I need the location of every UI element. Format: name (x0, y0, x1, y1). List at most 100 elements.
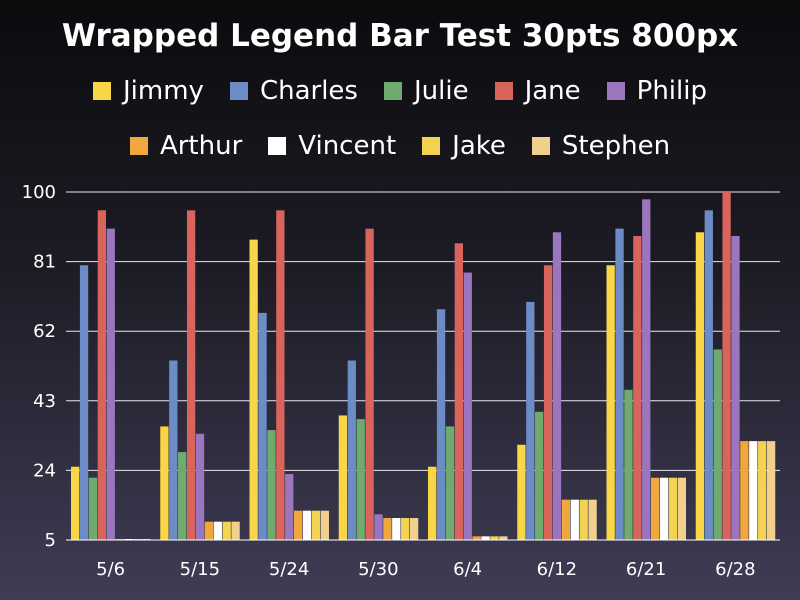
bar-vincent-5-24[interactable] (302, 510, 312, 540)
bar-jimmy-5-30[interactable] (338, 415, 348, 540)
legend-item-philip[interactable]: Philip (606, 76, 707, 106)
bar-jimmy-5-24[interactable] (249, 239, 258, 541)
legend-item-jake[interactable]: Jake (422, 131, 506, 161)
bar-arthur-6-12[interactable] (561, 499, 571, 540)
legend-row-2: Arthur Vincent Jake Stephen (0, 131, 800, 161)
legend-item-julie[interactable]: Julie (383, 76, 469, 106)
bar-philip-5-30[interactable] (374, 514, 383, 540)
bar-jake-6-28[interactable] (758, 441, 767, 540)
x-tick-label: 6/21 (626, 559, 666, 580)
legend-label-jane: Jane (524, 76, 581, 106)
bar-stephen-6-28[interactable] (766, 441, 776, 540)
legend-label-arthur: Arthur (159, 131, 243, 161)
bar-jake-5-15[interactable] (222, 521, 231, 540)
bar-stephen-6-12[interactable] (588, 499, 597, 540)
legend-item-arthur[interactable]: Arthur (129, 131, 243, 161)
legend-swatch-vincent (268, 137, 287, 155)
x-tick-label: 6/4 (453, 559, 482, 580)
legend-label-charles: Charles (259, 76, 358, 106)
bar-charles-5-24[interactable] (258, 312, 267, 540)
legend-item-stephen[interactable]: Stephen (531, 131, 670, 161)
bar-jimmy-6-4[interactable] (428, 466, 437, 540)
legend-swatch-arthur (129, 137, 148, 155)
bar-jane-6-12[interactable] (543, 265, 553, 540)
bar-charles-6-4[interactable] (436, 309, 446, 540)
bar-jane-6-21[interactable] (633, 235, 642, 541)
bar-philip-5-24[interactable] (285, 474, 294, 540)
legend-row-1: Jimmy Charles Julie Jane Philip (0, 76, 800, 106)
legend-item-charles[interactable]: Charles (229, 76, 358, 106)
bar-jake-5-24[interactable] (311, 510, 321, 540)
bar-julie-6-12[interactable] (535, 411, 544, 540)
bar-stephen-6-4[interactable] (499, 536, 508, 540)
legend-item-vincent[interactable]: Vincent (268, 131, 396, 161)
bar-julie-5-30[interactable] (356, 419, 365, 540)
legend-label-jimmy: Jimmy (123, 76, 204, 106)
legend-swatch-jimmy (93, 82, 111, 100)
bar-arthur-5-24[interactable] (294, 510, 303, 540)
bar-jane-5-6[interactable] (97, 210, 106, 540)
legend-swatch-stephen (531, 137, 550, 155)
bar-charles-5-30[interactable] (347, 360, 356, 540)
bar-philip-6-4[interactable] (463, 272, 472, 540)
bar-charles-6-21[interactable] (615, 228, 624, 540)
bar-jake-6-12[interactable] (579, 499, 588, 540)
bar-julie-6-21[interactable] (624, 389, 633, 540)
legend-label-jake: Jake (452, 131, 506, 161)
bar-jane-6-4[interactable] (454, 243, 463, 540)
bar-stephen-6-21[interactable] (677, 477, 686, 540)
bar-julie-6-4[interactable] (445, 426, 455, 540)
bar-jane-5-24[interactable] (276, 210, 285, 540)
legend-swatch-julie (383, 82, 402, 100)
bar-jake-6-4[interactable] (490, 536, 499, 540)
bar-vincent-6-12[interactable] (570, 499, 579, 540)
legend-item-jimmy[interactable]: Jimmy (93, 76, 204, 106)
bar-charles-6-12[interactable] (526, 301, 535, 540)
legend-swatch-jane (494, 82, 513, 100)
bar-philip-5-15[interactable] (195, 433, 205, 540)
bar-arthur-5-15[interactable] (204, 521, 214, 540)
bar-julie-5-15[interactable] (178, 452, 187, 540)
bar-philip-5-6[interactable] (106, 228, 115, 540)
bar-jane-5-15[interactable] (186, 210, 196, 540)
legend-item-jane[interactable]: Jane (494, 76, 581, 106)
bar-vincent-6-21[interactable] (659, 477, 669, 540)
bar-philip-6-12[interactable] (552, 232, 562, 540)
bar-vincent-6-28[interactable] (749, 441, 758, 540)
bar-jimmy-5-15[interactable] (160, 426, 169, 540)
legend-swatch-jake (422, 137, 441, 155)
bar-charles-5-15[interactable] (169, 360, 178, 540)
bar-jimmy-6-28[interactable] (695, 232, 705, 540)
bar-philip-6-21[interactable] (642, 199, 651, 541)
bar-arthur-6-4[interactable] (472, 536, 481, 540)
bar-arthur-6-28[interactable] (740, 441, 749, 540)
bar-charles-6-28[interactable] (704, 210, 713, 540)
bar-jimmy-6-12[interactable] (517, 444, 526, 540)
bar-jimmy-5-6[interactable] (71, 466, 80, 540)
bar-jake-6-21[interactable] (668, 477, 678, 540)
bar-arthur-6-21[interactable] (651, 477, 660, 540)
y-tick-label: 43 (33, 391, 56, 412)
x-tick-label: 5/24 (269, 559, 309, 580)
bar-julie-6-28[interactable] (713, 349, 722, 540)
bar-jimmy-6-21[interactable] (606, 265, 615, 540)
bar-vincent-6-4[interactable] (481, 536, 490, 540)
bar-charles-5-6[interactable] (79, 265, 89, 540)
bar-jane-6-28[interactable] (722, 192, 731, 540)
bar-stephen-5-15[interactable] (231, 521, 240, 540)
bar-julie-5-6[interactable] (88, 477, 98, 540)
x-tick-label: 6/12 (537, 559, 577, 580)
bar-stephen-5-30[interactable] (409, 518, 419, 540)
chart-title: Wrapped Legend Bar Test 30pts 800px (61, 18, 739, 54)
bar-jake-5-30[interactable] (401, 518, 410, 540)
y-tick-label: 24 (33, 460, 56, 481)
bar-vincent-5-30[interactable] (392, 518, 401, 540)
bar-julie-5-24[interactable] (267, 430, 276, 540)
legend-label-vincent: Vincent (298, 131, 397, 161)
bar-arthur-5-30[interactable] (383, 518, 392, 540)
bar-stephen-5-24[interactable] (320, 510, 329, 540)
bar-jane-5-30[interactable] (365, 228, 374, 540)
bar-vincent-5-15[interactable] (213, 521, 222, 540)
x-tick-label: 5/6 (96, 559, 125, 580)
bar-philip-6-28[interactable] (731, 235, 740, 541)
